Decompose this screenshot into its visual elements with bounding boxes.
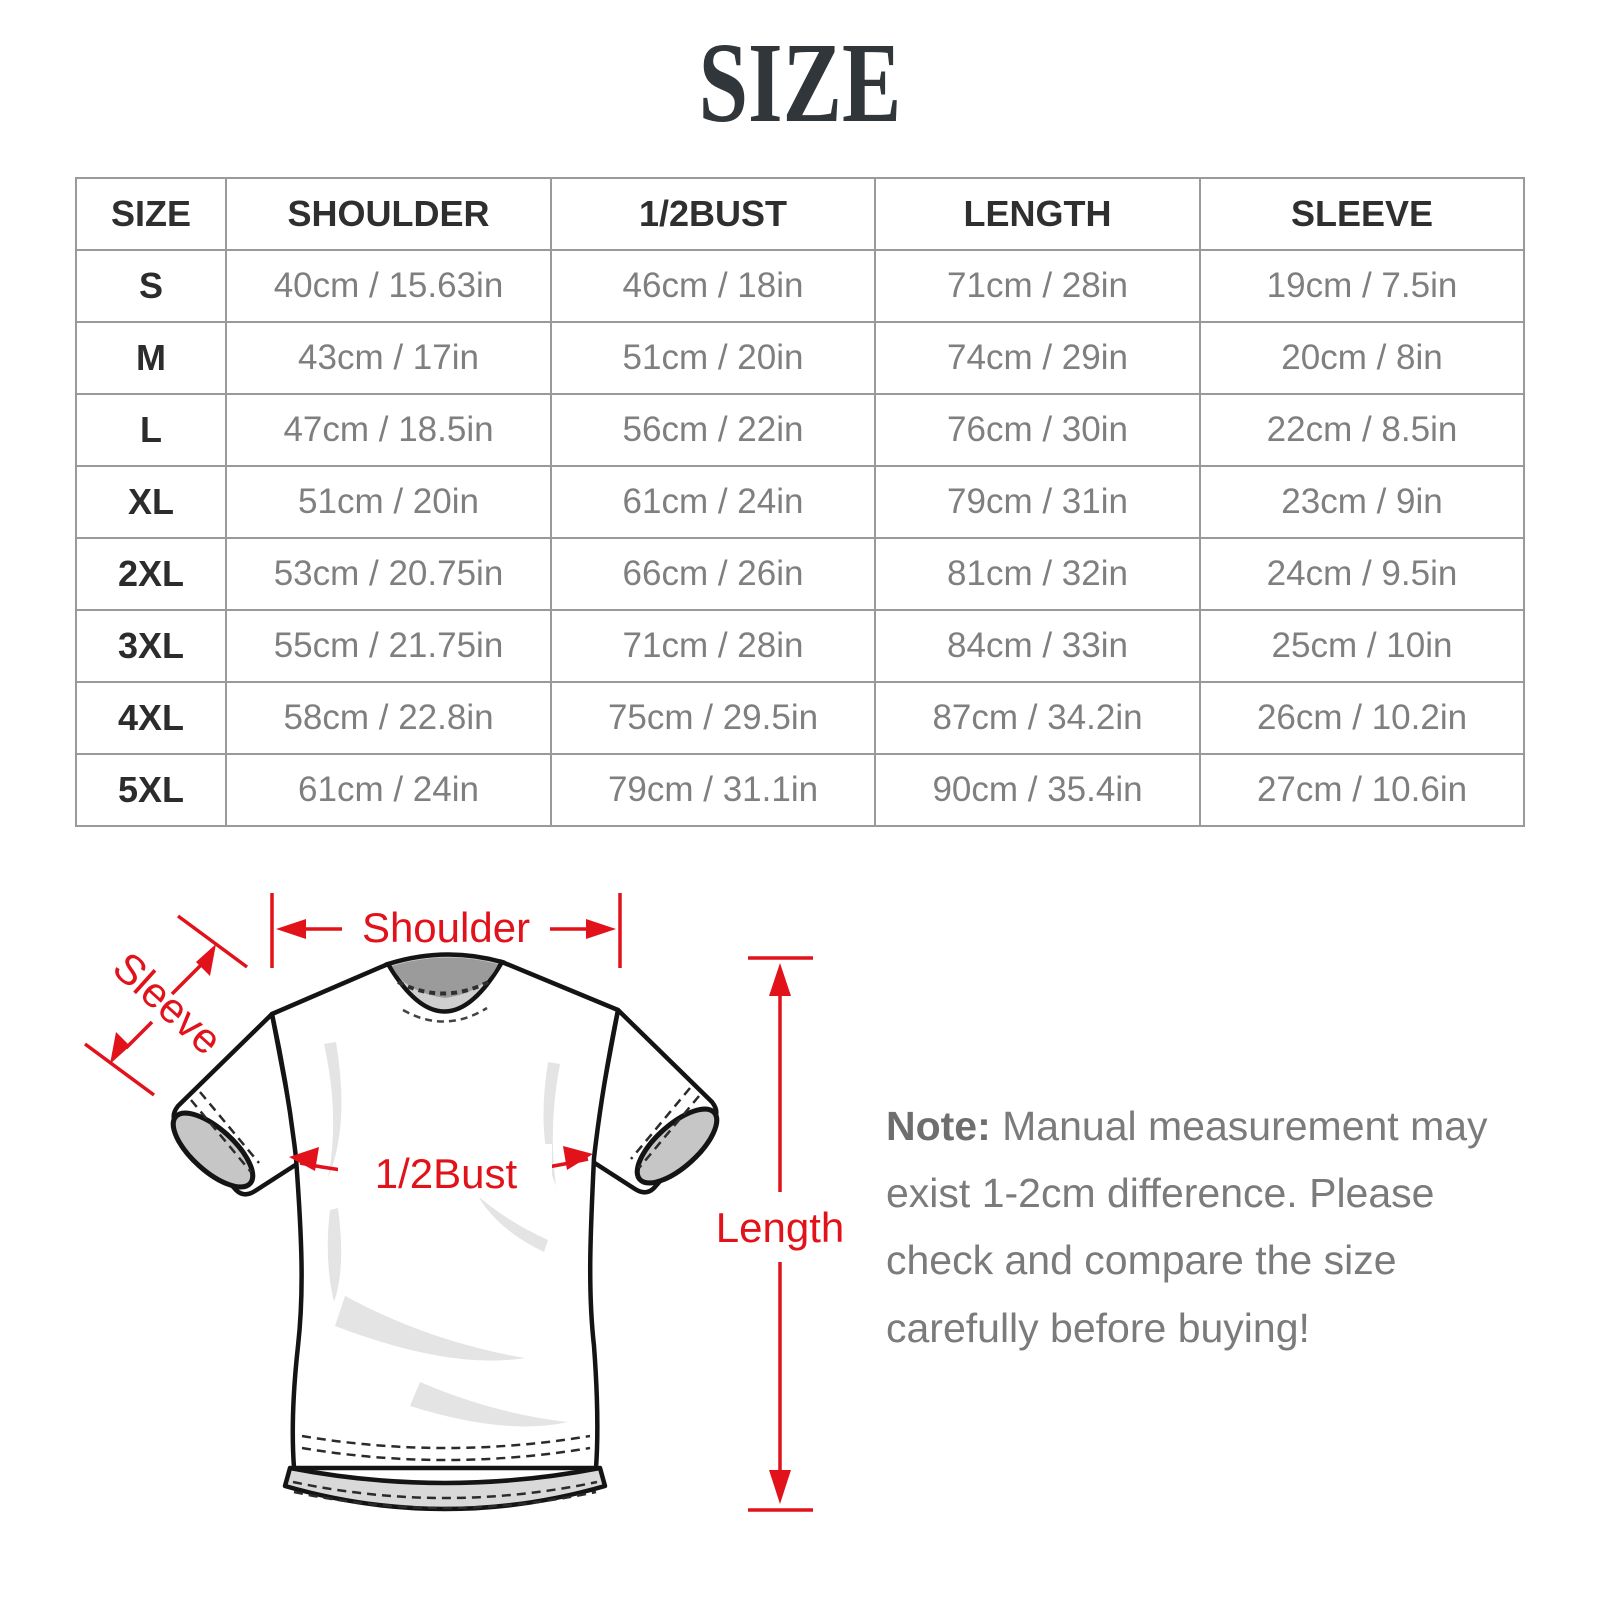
sleeve-cell: 23cm / 9in (1199, 465, 1525, 539)
length-label: Length (716, 1204, 844, 1251)
shoulder-cell: 61cm / 24in (225, 753, 552, 827)
size-cell: S (75, 249, 227, 323)
page-title: SIZE (0, 26, 1600, 140)
bust-cell: 56cm / 22in (550, 393, 876, 467)
size-cell: XL (75, 465, 227, 539)
length-cell: 84cm / 33in (874, 609, 1201, 683)
shoulder-cell: 58cm / 22.8in (225, 681, 552, 755)
shoulder-cell: 43cm / 17in (225, 321, 552, 395)
length-cell: 87cm / 34.2in (874, 681, 1201, 755)
note-label: Note: (886, 1103, 991, 1149)
tshirt-left-sleeve (170, 1011, 303, 1197)
shoulder-cell: 55cm / 21.75in (225, 609, 552, 683)
size-cell: 4XL (75, 681, 227, 755)
header-bust: 1/2BUST (550, 177, 876, 251)
shoulder-label: Shoulder (362, 904, 530, 951)
table-row: 4XL 58cm / 22.8in 75cm / 29.5in 87cm / 3… (75, 681, 1525, 755)
table-row: 3XL 55cm / 21.75in 71cm / 28in 84cm / 33… (75, 609, 1525, 683)
tshirt-collar (384, 952, 506, 1023)
note-body: Manual measurement may exist 1-2cm diffe… (886, 1103, 1488, 1351)
bust-cell: 66cm / 26in (550, 537, 876, 611)
size-cell: M (75, 321, 227, 395)
table-row: XL 51cm / 20in 61cm / 24in 79cm / 31in 2… (75, 465, 1525, 539)
table-row: 2XL 53cm / 20.75in 66cm / 26in 81cm / 32… (75, 537, 1525, 611)
table-row: M 43cm / 17in 51cm / 20in 74cm / 29in 20… (75, 321, 1525, 395)
shoulder-cell: 51cm / 20in (225, 465, 552, 539)
shoulder-cell: 40cm / 15.63in (225, 249, 552, 323)
header-length: LENGTH (874, 177, 1201, 251)
bust-cell: 79cm / 31.1in (550, 753, 876, 827)
length-cell: 81cm / 32in (874, 537, 1201, 611)
sleeve-cell: 25cm / 10in (1199, 609, 1525, 683)
length-cell: 71cm / 28in (874, 249, 1201, 323)
shoulder-cell: 53cm / 20.75in (225, 537, 552, 611)
tshirt-body (269, 954, 621, 1512)
bust-cell: 46cm / 18in (550, 249, 876, 323)
sleeve-cell: 20cm / 8in (1199, 321, 1525, 395)
size-table: SIZE SHOULDER 1/2BUST LENGTH SLEEVE S 40… (75, 177, 1525, 827)
bust-cell: 61cm / 24in (550, 465, 876, 539)
length-cell: 90cm / 35.4in (874, 753, 1201, 827)
bust-cell: 51cm / 20in (550, 321, 876, 395)
length-dimension-arrow: Length (716, 956, 844, 1512)
size-cell: L (75, 393, 227, 467)
measurement-note: Note: Manual measurement may exist 1-2cm… (886, 1093, 1498, 1362)
table-row: L 47cm / 18.5in 56cm / 22in 76cm / 30in … (75, 393, 1525, 467)
size-cell: 2XL (75, 537, 227, 611)
length-cell: 79cm / 31in (874, 465, 1201, 539)
bust-label: 1/2Bust (375, 1150, 518, 1197)
tshirt-wrinkles (324, 1042, 568, 1427)
page-title-text: SIZE (698, 19, 902, 146)
length-cell: 76cm / 30in (874, 393, 1201, 467)
shoulder-cell: 47cm / 18.5in (225, 393, 552, 467)
bust-cell: 71cm / 28in (550, 609, 876, 683)
shoulder-dimension-arrow: Shoulder (270, 893, 622, 968)
size-cell: 3XL (75, 609, 227, 683)
header-sleeve: SLEEVE (1199, 177, 1525, 251)
bust-cell: 75cm / 29.5in (550, 681, 876, 755)
header-size: SIZE (75, 177, 227, 251)
sleeve-cell: 19cm / 7.5in (1199, 249, 1525, 323)
table-row: S 40cm / 15.63in 46cm / 18in 71cm / 28in… (75, 249, 1525, 323)
sleeve-cell: 24cm / 9.5in (1199, 537, 1525, 611)
tshirt-right-sleeve (587, 1007, 720, 1195)
length-cell: 74cm / 29in (874, 321, 1201, 395)
sleeve-cell: 27cm / 10.6in (1199, 753, 1525, 827)
sleeve-cell: 26cm / 10.2in (1199, 681, 1525, 755)
table-row: 5XL 61cm / 24in 79cm / 31.1in 90cm / 35.… (75, 753, 1525, 827)
sleeve-cell: 22cm / 8.5in (1199, 393, 1525, 467)
table-header-row: SIZE SHOULDER 1/2BUST LENGTH SLEEVE (75, 177, 1525, 251)
header-shoulder: SHOULDER (225, 177, 552, 251)
bust-dimension-arrow: 1/2Bust (289, 1144, 593, 1198)
size-cell: 5XL (75, 753, 227, 827)
